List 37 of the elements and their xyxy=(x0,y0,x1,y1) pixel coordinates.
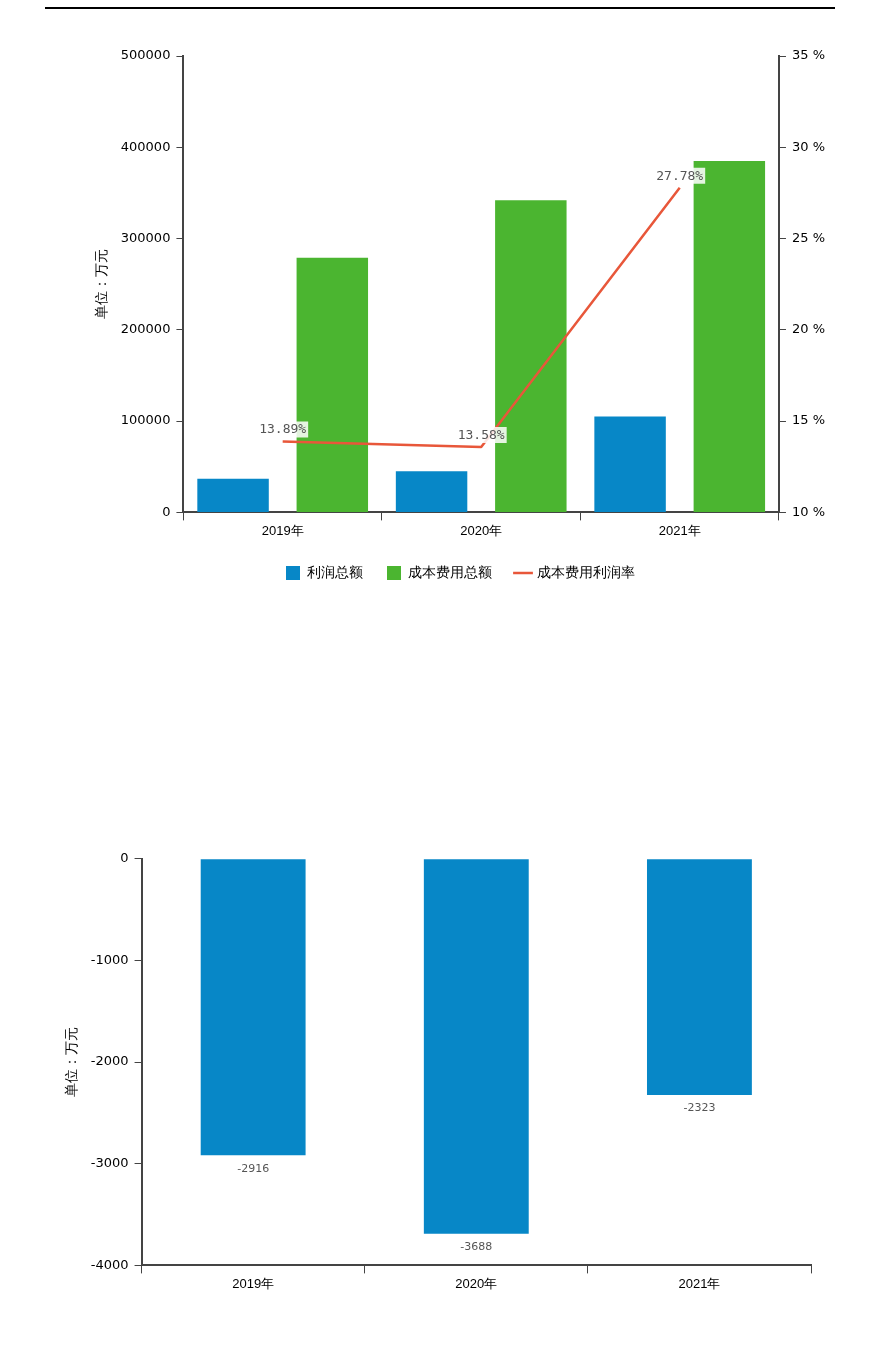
x-tick-label: 2020年 xyxy=(455,1275,498,1291)
y2-tick-label: 35 % xyxy=(791,47,825,63)
x-tick-label: 2020年 xyxy=(460,522,503,538)
y-tick-label: 500000 xyxy=(120,47,171,63)
legend-label: 利润总额 xyxy=(307,563,363,580)
y2-tick-label: 20 % xyxy=(791,321,825,337)
x-tick-label: 2019年 xyxy=(261,522,304,538)
y-tick-label: 200000 xyxy=(120,321,171,337)
x-tick-label: 2021年 xyxy=(678,1275,721,1291)
bar xyxy=(395,471,468,512)
data-label: 13.58% xyxy=(457,426,505,442)
data-label: -3688 xyxy=(460,1240,493,1254)
y2-tick-label: 10 % xyxy=(791,503,825,519)
bar xyxy=(594,416,666,512)
y-axis-title: 单位：万元 xyxy=(63,1027,80,1098)
y-tick-label: -2000 xyxy=(90,1053,129,1069)
y-tick-label: -3000 xyxy=(90,1155,129,1171)
y-tick-label: 0 xyxy=(162,503,171,519)
y-tick-label: 100000 xyxy=(120,412,171,428)
y-tick-label: 0 xyxy=(120,850,129,866)
y2-tick-label: 30 % xyxy=(791,138,825,154)
x-tick-label: 2019年 xyxy=(232,1275,275,1291)
y-tick-label: -4000 xyxy=(90,1256,129,1272)
data-label: -2323 xyxy=(683,1101,716,1115)
data-label: 13.89% xyxy=(259,421,307,437)
y2-tick-label: 25 % xyxy=(791,229,825,245)
data-label: -2916 xyxy=(237,1161,270,1175)
y2-tick-label: 15 % xyxy=(791,412,825,428)
legend-label: 成本费用总额 xyxy=(408,563,492,580)
data-label: 27.78% xyxy=(656,167,704,183)
y-axis-title: 单位：万元 xyxy=(93,249,110,320)
x-tick-label: 2021年 xyxy=(658,522,701,538)
y-tick-label: 400000 xyxy=(120,138,171,154)
y-tick-label: -1000 xyxy=(90,951,129,967)
y-tick-label: 300000 xyxy=(120,229,171,245)
bar xyxy=(197,478,269,512)
legend-label: 成本费用利润率 xyxy=(537,563,635,580)
